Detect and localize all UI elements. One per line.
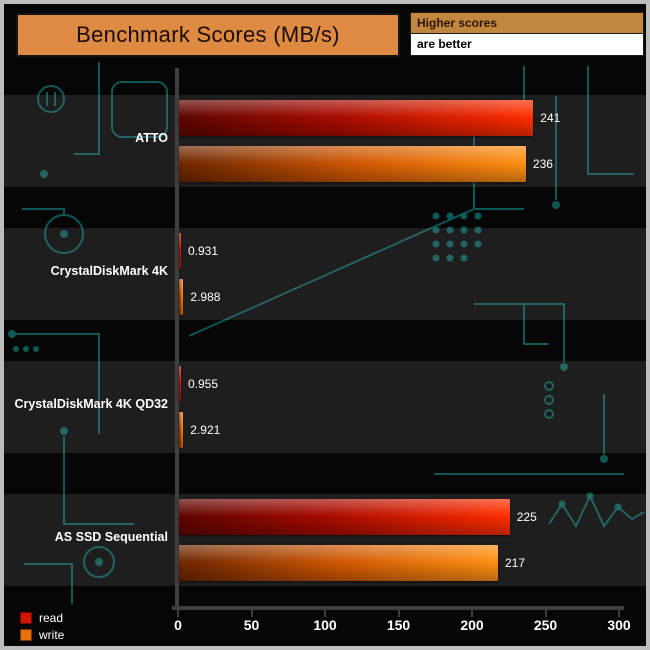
x-axis-tick-label: 300 bbox=[607, 617, 631, 633]
bar-value-label: 2.921 bbox=[190, 423, 221, 437]
legend-item-write: write bbox=[20, 627, 64, 642]
category-label: AS SSD Sequential bbox=[54, 530, 168, 544]
x-axis-line bbox=[172, 606, 624, 610]
write-swatch-icon bbox=[20, 628, 32, 641]
row-band bbox=[4, 228, 646, 274]
bar-value-label: 2.988 bbox=[190, 290, 221, 304]
x-axis-tick-label: 50 bbox=[243, 617, 260, 633]
note-line-1: Higher scores bbox=[410, 12, 644, 34]
x-axis-tick-label: 0 bbox=[174, 617, 182, 633]
bar-value-label: 0.955 bbox=[188, 377, 219, 391]
higher-scores-note: Higher scores are better bbox=[410, 12, 644, 56]
legend-label-read: read bbox=[39, 610, 64, 625]
category-label: ATTO bbox=[135, 131, 168, 145]
x-axis-tick bbox=[544, 610, 547, 617]
x-axis-tick bbox=[250, 610, 253, 617]
x-axis-tick bbox=[471, 610, 473, 617]
legend-label-write: write bbox=[39, 627, 65, 642]
chart-title-box: Benchmark Scores (MB/s) bbox=[16, 13, 400, 57]
bar-write bbox=[179, 545, 498, 581]
x-axis-tick bbox=[397, 610, 400, 617]
bar-write bbox=[179, 279, 184, 315]
x-axis-tick-label: 250 bbox=[533, 617, 558, 633]
category-label: CrystalDiskMark 4K QD32 bbox=[14, 397, 168, 411]
x-axis-tick bbox=[324, 610, 326, 617]
x-axis-tick bbox=[618, 610, 620, 617]
bar-value-label: 217 bbox=[504, 556, 526, 570]
chart-title: Benchmark Scores (MB/s) bbox=[76, 22, 340, 47]
bar-read bbox=[179, 100, 534, 136]
legend-item-read: read bbox=[20, 610, 64, 625]
x-axis-tick-label: 150 bbox=[386, 617, 411, 633]
bar-read bbox=[179, 366, 181, 402]
read-swatch-icon bbox=[20, 611, 32, 624]
bar-value-label: 225 bbox=[516, 510, 537, 524]
bar-read bbox=[179, 499, 510, 535]
bar-read bbox=[179, 233, 181, 269]
bar-value-label: 241 bbox=[540, 111, 561, 125]
note-line-2: are better bbox=[410, 34, 644, 56]
category-label: CrystalDiskMark 4K bbox=[50, 264, 168, 278]
bar-write bbox=[179, 146, 526, 182]
row-band bbox=[4, 407, 646, 453]
y-axis-line bbox=[175, 68, 179, 610]
bar-write bbox=[179, 412, 184, 448]
bar-value-label: 0.931 bbox=[188, 244, 219, 258]
x-axis-tick-label: 100 bbox=[313, 617, 337, 633]
row-band bbox=[4, 274, 646, 320]
plot-area: 0 50 100 150 200 250 300 241 236 ATTO 0.931 2.988 Cr… bbox=[4, 4, 646, 646]
legend: read write bbox=[20, 610, 64, 644]
row-band bbox=[4, 361, 646, 407]
x-axis-tick bbox=[177, 610, 179, 617]
bar-value-label: 236 bbox=[532, 157, 553, 171]
x-axis-tick-label: 200 bbox=[460, 617, 484, 633]
